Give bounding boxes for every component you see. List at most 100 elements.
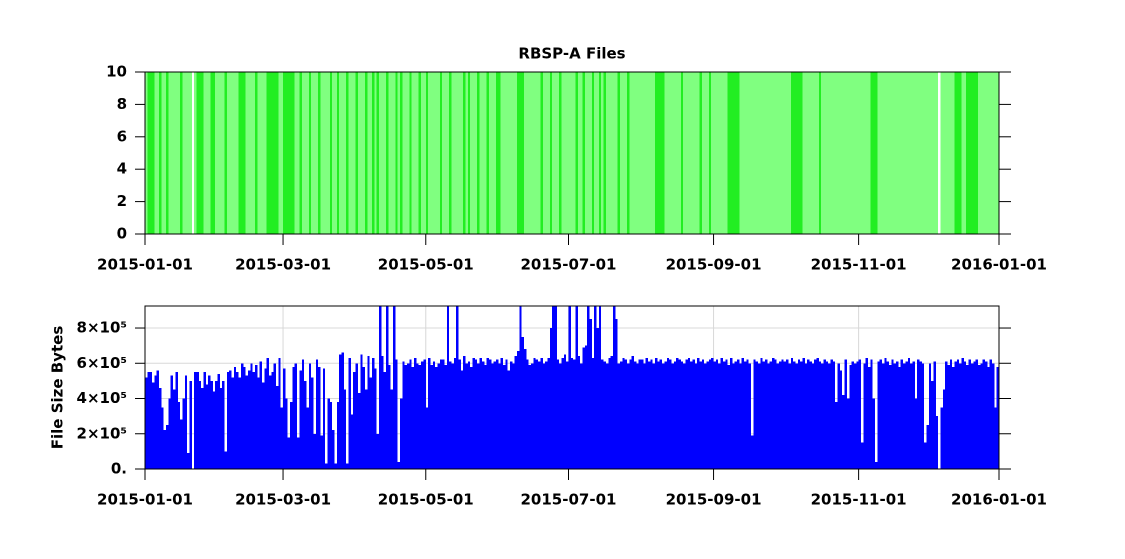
bar — [624, 359, 627, 469]
bar — [776, 72, 780, 234]
bar — [741, 357, 744, 469]
bar — [947, 365, 950, 469]
bar — [987, 366, 990, 469]
bar — [481, 361, 485, 469]
bar — [219, 387, 223, 469]
bar — [851, 361, 854, 469]
bar — [877, 361, 880, 469]
bar — [276, 386, 279, 469]
bar — [252, 372, 255, 469]
bar — [304, 380, 307, 469]
bar — [788, 72, 791, 234]
bar — [346, 72, 349, 234]
bar — [860, 442, 864, 469]
bar — [502, 365, 506, 469]
bar — [463, 356, 466, 469]
bar — [788, 363, 791, 469]
bar — [201, 387, 204, 469]
bar — [570, 72, 574, 234]
bar — [903, 72, 906, 234]
bar — [561, 72, 564, 234]
bar — [481, 72, 485, 234]
bar — [575, 306, 578, 469]
bar — [257, 72, 260, 234]
bar — [940, 72, 943, 234]
bar — [535, 359, 539, 469]
bar — [512, 363, 515, 469]
bar — [914, 398, 918, 469]
bar — [236, 372, 239, 469]
bar — [699, 361, 702, 469]
bar — [250, 72, 253, 234]
bar — [414, 357, 417, 469]
bar — [245, 375, 248, 469]
bar — [608, 357, 611, 469]
bar — [315, 359, 319, 469]
bar — [634, 72, 637, 234]
x-tick-label: 2015-03-01 — [235, 256, 331, 274]
bar — [437, 363, 440, 469]
bar — [531, 363, 534, 469]
bar — [531, 72, 534, 234]
bar — [596, 72, 599, 234]
bar — [285, 398, 288, 469]
bar — [449, 72, 452, 234]
bar — [914, 72, 918, 234]
bar — [835, 72, 838, 234]
bar — [425, 407, 429, 469]
bar — [823, 72, 826, 234]
bar — [491, 72, 494, 234]
bar — [439, 72, 443, 234]
bar — [804, 363, 808, 469]
bar — [198, 72, 202, 234]
bar — [912, 361, 915, 469]
bar — [931, 380, 934, 469]
bar — [942, 389, 946, 469]
bar — [755, 361, 759, 469]
bar — [584, 345, 588, 469]
bar — [353, 372, 356, 469]
bar — [430, 365, 433, 469]
bar — [743, 72, 747, 234]
bar — [393, 306, 396, 469]
bar — [301, 72, 305, 234]
bar — [793, 361, 796, 469]
bar — [294, 363, 298, 469]
bar — [725, 72, 728, 234]
bar — [697, 357, 700, 469]
bar — [465, 72, 468, 234]
bar — [809, 361, 812, 469]
bar — [690, 361, 693, 469]
bar — [987, 72, 990, 234]
bar — [961, 357, 964, 469]
bar — [732, 72, 735, 234]
bar — [828, 72, 831, 234]
bar — [348, 72, 351, 234]
bar — [631, 356, 635, 469]
bar — [959, 72, 962, 234]
bar — [400, 398, 403, 469]
bar — [514, 72, 518, 234]
bar — [538, 72, 541, 234]
bar — [498, 72, 501, 234]
bar — [984, 72, 988, 234]
bar — [935, 416, 939, 469]
bar — [521, 72, 525, 234]
bar — [636, 72, 639, 234]
bar — [678, 359, 681, 469]
bar — [814, 359, 817, 469]
bar — [800, 361, 803, 469]
bar — [357, 393, 361, 469]
bar — [470, 366, 473, 469]
bar — [266, 357, 270, 469]
bar — [238, 72, 241, 234]
bar — [804, 72, 808, 234]
bar — [973, 72, 976, 234]
bar — [547, 72, 550, 234]
bar — [423, 359, 426, 469]
bar — [575, 72, 578, 234]
bar — [605, 72, 609, 234]
bar — [596, 328, 599, 469]
bar — [346, 463, 349, 469]
bar — [145, 377, 148, 469]
